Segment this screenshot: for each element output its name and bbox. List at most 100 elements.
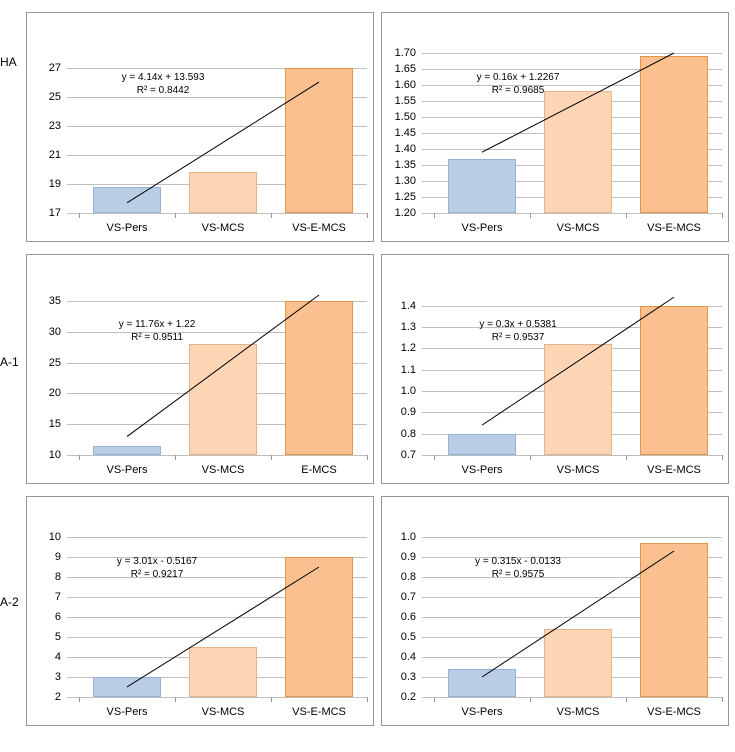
plot-area: 0.20.30.40.50.60.70.80.91.0VS-PersVS-MCS…: [422, 537, 722, 697]
x-tick-mark: [79, 455, 80, 460]
y-tick-label: 0.5: [401, 631, 422, 643]
x-tick-label: VS-E-MCS: [647, 218, 701, 234]
trend-line: [67, 53, 367, 213]
y-tick-label: 1.0: [401, 531, 422, 543]
y-tick-label: 0.2: [401, 691, 422, 703]
eqn-r2: R² = 0.9511: [119, 332, 196, 345]
trend-line: [422, 295, 722, 455]
y-tick-label: 21: [49, 149, 67, 161]
x-tick-mark: [271, 455, 272, 460]
panel-row3-col1: 2345678910VS-PersVS-MCSVS-E-MCSy = 3.01x…: [26, 496, 374, 726]
figure-root: Number of functional connections Strengt…: [0, 0, 735, 752]
x-tick-mark: [530, 455, 531, 460]
trend-line: [67, 537, 367, 697]
plot-area: 171921232527VS-PersVS-MCSVS-E-MCSy = 4.1…: [67, 53, 367, 213]
y-tick-label: 0.6: [401, 611, 422, 623]
y-tick-label: 1.20: [395, 207, 422, 219]
x-tick-mark: [434, 697, 435, 702]
eqn-line: y = 0.315x - 0.0133: [475, 556, 561, 569]
plot-area: 101520253035VS-PersVS-MCSE-MCSy = 11.76x…: [67, 295, 367, 455]
row-label-1: HA: [0, 55, 17, 69]
y-tick-label: 30: [49, 326, 67, 338]
gridline: [422, 697, 722, 698]
y-tick-label: 35: [49, 295, 67, 307]
y-tick-label: 2: [55, 691, 67, 703]
y-tick-label: 6: [55, 611, 67, 623]
y-tick-label: 0.9: [401, 551, 422, 563]
eqn-r2: R² = 0.9537: [479, 332, 556, 345]
x-tick-mark: [175, 697, 176, 702]
x-tick-mark: [271, 213, 272, 218]
x-tick-mark: [626, 697, 627, 702]
x-tick-label: VS-MCS: [202, 460, 245, 476]
y-tick-label: 10: [49, 531, 67, 543]
y-tick-label: 17: [49, 207, 67, 219]
eqn-r2: R² = 0.9217: [117, 569, 197, 582]
x-tick-mark: [722, 697, 723, 702]
x-tick-label: VS-E-MCS: [292, 702, 346, 718]
y-tick-label: 3: [55, 671, 67, 683]
y-tick-label: 0.8: [401, 571, 422, 583]
y-tick-label: 1.45: [395, 127, 422, 139]
x-tick-label: VS-MCS: [557, 218, 600, 234]
panel-row2-col2: 0.70.80.91.01.11.21.31.4VS-PersVS-MCSVS-…: [381, 254, 729, 484]
y-tick-label: 1.25: [395, 191, 422, 203]
plot-area: 1.201.251.301.351.401.451.501.551.601.65…: [422, 53, 722, 213]
x-tick-mark: [367, 697, 368, 702]
y-tick-label: 1.1: [401, 364, 422, 376]
y-tick-label: 19: [49, 178, 67, 190]
y-tick-label: 7: [55, 591, 67, 603]
y-tick-label: 5: [55, 631, 67, 643]
x-tick-label: VS-Pers: [462, 702, 503, 718]
x-tick-mark: [722, 213, 723, 218]
x-tick-mark: [367, 213, 368, 218]
x-tick-mark: [530, 213, 531, 218]
y-tick-label: 25: [49, 91, 67, 103]
plot-area: 0.70.80.91.01.11.21.31.4VS-PersVS-MCSVS-…: [422, 295, 722, 455]
y-tick-label: 15: [49, 418, 67, 430]
y-tick-label: 1.70: [395, 47, 422, 59]
eqn-r2: R² = 0.9575: [475, 569, 561, 582]
y-tick-label: 0.8: [401, 428, 422, 440]
x-tick-mark: [434, 455, 435, 460]
y-tick-label: 8: [55, 571, 67, 583]
x-tick-label: VS-E-MCS: [647, 460, 701, 476]
x-tick-label: VS-Pers: [107, 218, 148, 234]
eqn-line: y = 11.76x + 1.22: [119, 319, 196, 332]
regression-equation: y = 0.3x + 0.5381R² = 0.9537: [479, 319, 556, 344]
x-tick-label: VS-E-MCS: [647, 702, 701, 718]
x-tick-label: VS-MCS: [557, 460, 600, 476]
x-tick-mark: [722, 455, 723, 460]
eqn-line: y = 0.16x + 1.2267: [477, 72, 560, 85]
y-tick-label: 0.7: [401, 449, 422, 461]
regression-equation: y = 3.01x - 0.5167R² = 0.9217: [117, 556, 197, 581]
y-tick-label: 1.65: [395, 63, 422, 75]
trend-line: [422, 53, 722, 213]
x-tick-mark: [271, 697, 272, 702]
y-tick-label: 0.4: [401, 651, 422, 663]
x-tick-label: E-MCS: [301, 460, 336, 476]
panel-row1-col2: 1.201.251.301.351.401.451.501.551.601.65…: [381, 12, 729, 242]
regression-equation: y = 0.315x - 0.0133R² = 0.9575: [475, 556, 561, 581]
regression-equation: y = 4.14x + 13.593R² = 0.8442: [122, 72, 205, 97]
x-tick-mark: [175, 455, 176, 460]
y-tick-label: 0.9: [401, 406, 422, 418]
x-tick-label: VS-E-MCS: [292, 218, 346, 234]
y-tick-label: 1.50: [395, 111, 422, 123]
y-tick-label: 9: [55, 551, 67, 563]
y-tick-label: 1.35: [395, 159, 422, 171]
gridline: [67, 455, 367, 456]
y-tick-label: 23: [49, 120, 67, 132]
panel-row1-col1: 171921232527VS-PersVS-MCSVS-E-MCSy = 4.1…: [26, 12, 374, 242]
x-tick-label: VS-Pers: [462, 218, 503, 234]
eqn-line: y = 3.01x - 0.5167: [117, 556, 197, 569]
y-tick-label: 1.4: [401, 300, 422, 312]
trend-line: [67, 295, 367, 455]
eqn-line: y = 0.3x + 0.5381: [479, 319, 556, 332]
x-tick-mark: [175, 213, 176, 218]
x-tick-label: VS-MCS: [202, 702, 245, 718]
panel-row2-col1: 101520253035VS-PersVS-MCSE-MCSy = 11.76x…: [26, 254, 374, 484]
gridline: [422, 213, 722, 214]
x-tick-mark: [79, 697, 80, 702]
x-tick-mark: [434, 213, 435, 218]
